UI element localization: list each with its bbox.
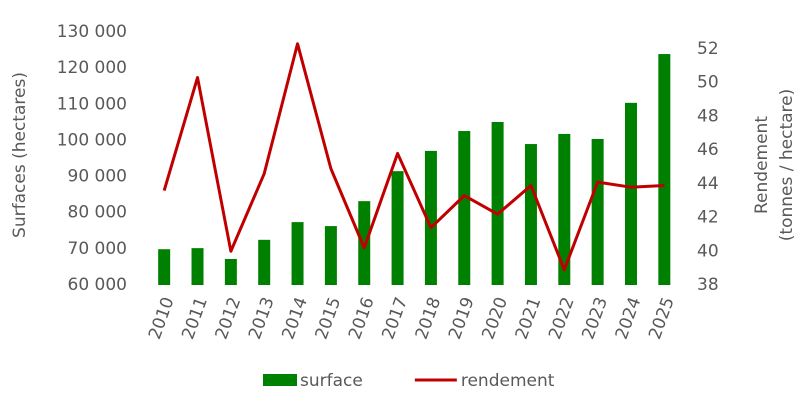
bar [491, 121, 504, 285]
x-tick-label: 2020 [478, 295, 512, 342]
y2-tick-label: 48 [697, 106, 719, 126]
bar [424, 150, 437, 285]
x-tick-label: 2014 [278, 295, 312, 342]
y-tick-label: 100 000 [57, 130, 127, 150]
y-tick-label: 120 000 [57, 58, 127, 78]
bar [524, 144, 537, 285]
bar [658, 54, 671, 285]
y2-axis-title: Rendement [752, 116, 772, 214]
x-tick-label: 2017 [378, 295, 412, 342]
legend-label: rendement [461, 371, 555, 391]
y2-tick-label: 46 [697, 140, 719, 160]
y2-tick-label: 50 [697, 73, 719, 93]
bar [624, 102, 637, 285]
x-tick-label: 2016 [345, 295, 379, 342]
bar [591, 138, 604, 285]
line [162, 42, 665, 272]
y2-tick-label: 40 [697, 241, 719, 261]
x-tick-label: 2018 [412, 295, 446, 342]
y-tick-label: 90 000 [68, 167, 127, 187]
x-tick-label: 2011 [178, 295, 212, 342]
bar [558, 133, 571, 285]
y-axis-title: Surfaces (hectares) [10, 72, 30, 238]
bar [258, 239, 271, 285]
bar [191, 248, 204, 285]
y-tick-label: 70 000 [68, 239, 127, 259]
y2-axis-title: (tonnes / hectare) [777, 89, 797, 241]
y-tick-label: 110 000 [57, 94, 127, 114]
y2-tick-label: 44 [697, 174, 719, 194]
bar [458, 131, 471, 285]
bar [224, 258, 237, 285]
bar [358, 201, 371, 285]
x-tick-label: 2012 [212, 295, 246, 342]
bar [324, 226, 337, 285]
y2-tick-label: 38 [697, 275, 719, 295]
x-tick-label: 2022 [545, 295, 579, 342]
x-tick-label: 2019 [445, 295, 479, 342]
bar [291, 222, 304, 285]
y2-tick-label: 52 [697, 39, 719, 59]
x-tick-label: 2024 [612, 295, 646, 342]
x-tick-label: 2023 [578, 295, 612, 342]
y2-tick-label: 42 [697, 208, 719, 228]
legend-swatch [263, 374, 297, 386]
y-tick-label: 60 000 [68, 275, 127, 295]
x-tick-label: 2015 [312, 295, 346, 342]
x-tick-label: 2013 [245, 295, 279, 342]
y-tick-label: 80 000 [68, 203, 127, 223]
x-tick-label: 2010 [145, 295, 179, 342]
legend-label: surface [300, 371, 363, 391]
x-tick-label: 2021 [512, 295, 546, 342]
y-tick-label: 130 000 [57, 22, 127, 42]
bar [158, 249, 171, 285]
bar [391, 171, 404, 285]
x-tick-label: 2025 [645, 295, 679, 342]
